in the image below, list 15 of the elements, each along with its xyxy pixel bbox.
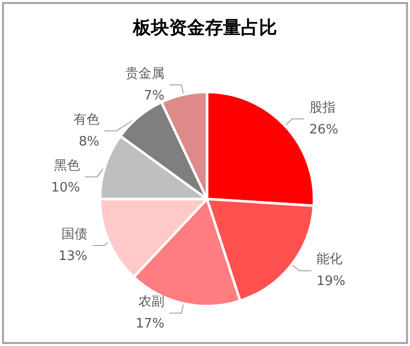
data-label: 8%: [78, 134, 100, 150]
slice-label: 国债: [61, 226, 88, 242]
data-label: 7%: [144, 88, 164, 104]
data-label: 26%: [309, 122, 338, 138]
chart-title: 板块资金存量占比: [132, 18, 277, 38]
slice-label: 贵金属: [125, 66, 164, 82]
data-label: 19%: [316, 274, 346, 290]
data-label: 17%: [136, 316, 164, 332]
data-label: 13%: [58, 248, 88, 264]
data-label: 10%: [51, 180, 80, 196]
slice-label: 有色: [73, 112, 100, 128]
slice-label: 农副: [138, 294, 164, 310]
slice-label: 能化: [316, 252, 342, 268]
slice-label: 黑色: [54, 158, 80, 174]
slice-label: 股指: [309, 100, 336, 116]
